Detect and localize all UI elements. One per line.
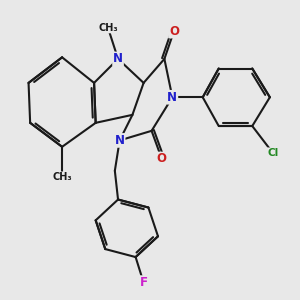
Text: O: O [157,152,167,165]
Text: O: O [169,25,179,38]
Text: N: N [167,91,177,104]
Text: F: F [140,276,148,289]
Text: Cl: Cl [267,148,279,158]
Text: CH₃: CH₃ [52,172,72,182]
Text: N: N [115,134,124,147]
Text: N: N [113,52,123,65]
Text: CH₃: CH₃ [99,22,118,33]
